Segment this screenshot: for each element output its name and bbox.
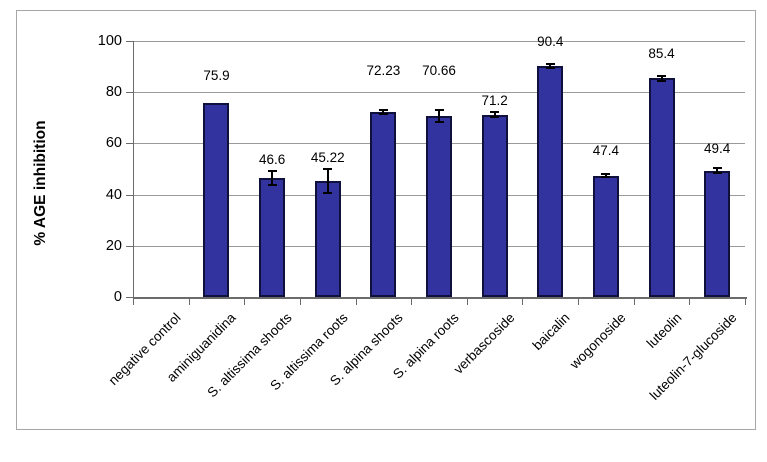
error-bar-baicalin — [549, 63, 552, 68]
y-tick-label-80: 80 — [105, 84, 122, 101]
value-label-luteolin-7-glucoside: 49.4 — [704, 141, 731, 157]
value-label-verbascoside: 71.2 — [481, 93, 508, 109]
value-label-s-altissima-roots: 45.22 — [310, 150, 345, 166]
y-tick-label-0: 0 — [113, 289, 122, 305]
bar-aminiguanidina — [203, 102, 230, 297]
bar-s-alpina-roots — [426, 116, 452, 297]
y-tick-60 — [126, 143, 133, 145]
y-tick-label-100: 100 — [97, 33, 122, 49]
error-bar-s-altissima-shoots — [271, 170, 274, 185]
y-tick-0 — [126, 297, 133, 298]
x-tick-1 — [188, 299, 190, 305]
error-bar-cap-bottom-s-alpina-shoots — [378, 113, 388, 116]
error-bar-cap-bottom-s-alpina-roots — [434, 120, 444, 123]
y-tick-label-40: 40 — [105, 186, 122, 203]
value-label-s-altissima-shoots: 46.6 — [258, 151, 286, 167]
y-tick-80 — [126, 92, 133, 94]
value-label-s-alpina-roots: 70.66 — [422, 63, 456, 79]
y-tick-label-60: 60 — [105, 135, 122, 152]
error-bar-cap-top-wogonoside — [601, 173, 611, 176]
x-tick-5 — [411, 299, 413, 305]
x-tick-10 — [689, 299, 691, 305]
y-tick-label-20: 20 — [105, 237, 122, 254]
bar-luteolin — [648, 78, 675, 297]
x-tick-7 — [522, 299, 524, 305]
x-tick-11 — [745, 299, 746, 305]
y-axis-title: % AGE inhibition — [32, 120, 49, 246]
error-bar-cap-top-s-alpina-roots — [434, 109, 444, 112]
bar-s-altissima-roots — [314, 181, 341, 297]
error-bar-cap-top-luteolin-7-glucoside — [712, 167, 722, 170]
x-tick-0 — [133, 299, 134, 305]
bar-s-alpina-shoots — [370, 112, 397, 297]
x-tick-4 — [355, 299, 357, 305]
bar-chart: % AGE inhibition 0 20 40 60 80 100 negative co… — [16, 10, 756, 430]
bar-baicalin — [537, 65, 564, 297]
error-bar-cap-top-verbascoside — [490, 111, 500, 114]
error-bar-s-alpina-roots — [438, 110, 440, 122]
x-tick-2 — [244, 299, 246, 305]
error-bar-luteolin-7-glucoside — [716, 168, 719, 173]
error-bar-verbascoside — [493, 112, 496, 118]
gridline-100 — [133, 41, 745, 42]
error-bar-cap-bottom-baicalin — [545, 66, 555, 69]
error-bar-s-altissima-roots — [326, 169, 329, 194]
value-label-s-alpina-shoots: 72.23 — [366, 63, 401, 79]
x-tick-9 — [633, 299, 635, 305]
gridline-80 — [133, 92, 745, 94]
error-bar-cap-bottom-luteolin — [657, 79, 667, 82]
error-bar-cap-top-s-alpina-shoots — [378, 109, 388, 112]
error-bar-cap-top-baicalin — [545, 62, 555, 65]
error-bar-wogonoside — [604, 174, 607, 178]
value-label-baicalin: 90.4 — [537, 33, 564, 49]
y-tick-40 — [126, 194, 133, 196]
error-bar-cap-top-luteolin — [657, 74, 667, 77]
bar-luteolin-7-glucoside — [704, 170, 731, 297]
error-bar-cap-bottom-s-altissima-shoots — [267, 183, 277, 186]
value-label-luteolin: 85.4 — [648, 45, 675, 61]
error-bar-cap-bottom-wogonoside — [601, 176, 611, 179]
bar-s-altissima-shoots — [259, 177, 286, 297]
x-tick-8 — [578, 299, 580, 305]
error-bar-cap-top-s-altissima-shoots — [267, 169, 277, 172]
x-axis-line — [133, 297, 747, 299]
value-label-wogonoside: 47.4 — [592, 143, 620, 159]
error-bar-cap-top-s-altissima-roots — [323, 168, 333, 171]
y-tick-100 — [126, 41, 133, 42]
error-bar-cap-bottom-s-altissima-roots — [323, 192, 333, 195]
y-axis-line — [133, 41, 134, 297]
y-tick-20 — [126, 245, 133, 247]
error-bar-s-alpina-shoots — [382, 110, 385, 115]
value-label-aminiguanidina: 75.9 — [203, 67, 230, 83]
bar-verbascoside — [481, 114, 508, 297]
error-bar-luteolin — [660, 75, 663, 81]
error-bar-cap-bottom-luteolin-7-glucoside — [712, 171, 722, 174]
bar-wogonoside — [592, 175, 619, 297]
x-tick-6 — [466, 299, 468, 305]
error-bar-cap-bottom-verbascoside — [490, 116, 500, 119]
x-tick-3 — [299, 299, 301, 305]
